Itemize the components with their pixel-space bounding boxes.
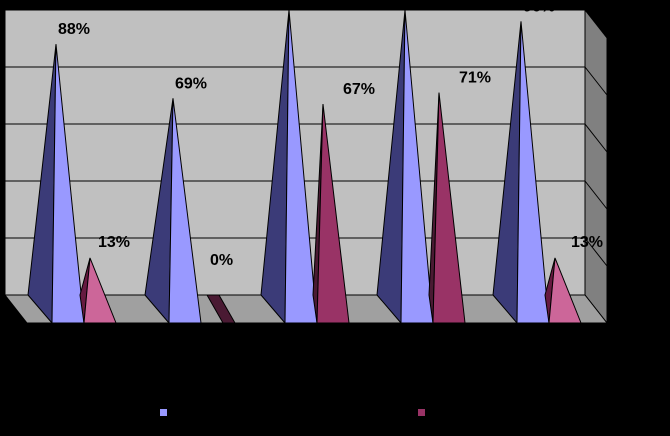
gridline-side: [584, 123, 608, 153]
pyramid-series-2-flat: [206, 294, 236, 324]
legend-swatch-series-1: [160, 409, 167, 416]
data-label-series-2: 13%: [98, 234, 130, 251]
data-label-series-1: 69%: [175, 75, 207, 92]
data-label-series-1: 100%: [407, 0, 448, 4]
gridline-side: [584, 180, 608, 210]
legend-item-series-1: [160, 409, 167, 416]
data-label-series-2: 67%: [343, 81, 375, 98]
chart-marks: [27, 9, 582, 325]
pyramid-series-2-front: [432, 92, 466, 324]
data-label-series-2: 0%: [210, 252, 233, 269]
chart-legend: [0, 409, 670, 423]
pyramid-series-1-front: [51, 44, 85, 324]
data-label-series-1: 100%: [291, 0, 332, 4]
data-label-series-2: 13%: [571, 234, 603, 251]
data-label-series-2: 71%: [459, 70, 491, 87]
legend-item-series-2: [418, 409, 425, 416]
gridline-side: [584, 66, 608, 96]
pyramid-series-1-front: [516, 21, 550, 324]
pyramid-series-2-front: [83, 257, 117, 324]
data-label-series-1: 96%: [523, 0, 555, 15]
pyramid-series-2-front: [316, 103, 350, 324]
data-label-series-1: 88%: [58, 21, 90, 38]
legend-swatch-series-2: [418, 409, 425, 416]
gridline-side: [584, 237, 608, 267]
chart-data-labels: 88% 13% 69% 0% 100% 67% 100% 71% 96% 13%: [58, 0, 603, 269]
pyramid-series-1-front: [400, 9, 434, 324]
pyramid-series-1-front: [284, 9, 318, 324]
pyramid-series-2-front: [548, 257, 582, 324]
pyramid-series-1-front: [168, 98, 202, 324]
side-wall: [584, 8, 608, 325]
